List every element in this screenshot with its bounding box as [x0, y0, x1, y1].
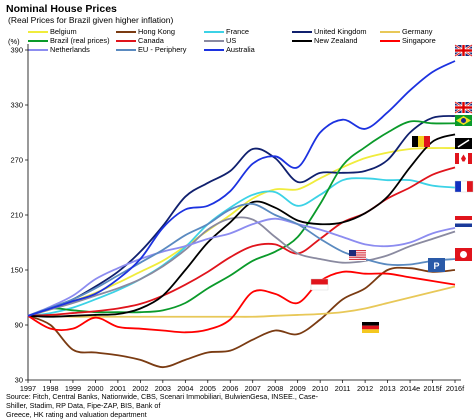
hong-kong-flag-icon: [455, 248, 472, 261]
series-line-germany: [27, 285, 456, 318]
legend-swatch: [204, 31, 224, 33]
legend-label: France: [226, 27, 250, 36]
legend-label: New Zealand: [314, 36, 358, 45]
legend-label: EU - Periphery: [138, 45, 187, 54]
x-tick-label: 2000: [87, 384, 103, 393]
series-line-france: [27, 177, 456, 317]
x-tick-label: 2008: [267, 384, 283, 393]
legend-swatch: [380, 40, 400, 42]
legend-swatch: [116, 31, 136, 33]
belgium-flag-icon: [412, 136, 430, 147]
y-unit-label: (%): [8, 37, 20, 46]
us-flag-icon: [349, 250, 366, 261]
legend-label: Singapore: [402, 36, 436, 45]
x-tick-label: 1999: [65, 384, 81, 393]
uk-flag-icon: [454, 101, 473, 114]
y-tick-label: 270: [10, 156, 23, 165]
legend-swatch: [292, 31, 312, 33]
france-flag-icon: [454, 180, 474, 193]
chart-subtitle: (Real Prices for Brazil given higher inf…: [8, 15, 174, 25]
canada-flag-icon: [455, 153, 472, 164]
svg-text:P: P: [433, 261, 439, 271]
x-tick-label: 2011: [335, 384, 351, 393]
series-line-singapore: [27, 270, 456, 334]
series-line-new-zealand: [27, 133, 456, 318]
x-tick-label: 2013: [379, 384, 395, 393]
legend-label: Australia: [226, 45, 255, 54]
x-tick-label: 1997: [20, 384, 36, 393]
legend-label: Belgium: [50, 27, 77, 36]
x-tick-label: 2010: [312, 384, 328, 393]
legend-swatch: [28, 49, 48, 51]
y-tick-label: 330: [10, 101, 23, 110]
legend-label: Hong Kong: [138, 27, 175, 36]
x-tick-label: 2014e: [400, 384, 420, 393]
x-tick-label: 2007: [245, 384, 261, 393]
netherlands-flag-icon: [455, 216, 472, 227]
legend-swatch: [28, 31, 48, 33]
x-tick-label: 2006: [222, 384, 238, 393]
legend-label: US: [226, 36, 237, 45]
legend-swatch: [380, 31, 400, 33]
legend-label: Germany: [402, 27, 433, 36]
series-line-netherlands: [27, 217, 456, 317]
legend-swatch: [292, 40, 312, 42]
series-line-eu-periphery: [27, 202, 456, 317]
series-line-united-kingdom: [27, 115, 456, 317]
x-tick-label: 1998: [42, 384, 58, 393]
y-tick-label: 390: [10, 46, 23, 55]
y-tick-label: 210: [10, 211, 23, 220]
singapore-flag-icon: [310, 278, 329, 291]
germany-flag-icon: [362, 322, 379, 333]
series-line-brazil-real-prices: [27, 120, 456, 317]
x-tick-label: 2002: [132, 384, 148, 393]
legend-label: Netherlands: [50, 45, 90, 54]
y-tick-label: 90: [15, 321, 23, 330]
legend-label: Canada: [138, 36, 164, 45]
new-zealand-flag-icon: [455, 138, 472, 149]
legend-swatch: [116, 40, 136, 42]
x-tick-label: 2003: [155, 384, 171, 393]
legend-swatch: [28, 40, 48, 42]
source-line-2: Greece, HK rating and valuation departme…: [6, 410, 147, 419]
x-tick-label: 2004: [177, 384, 193, 393]
series-line-us: [27, 216, 456, 317]
x-tick-label: 2012: [357, 384, 373, 393]
y-tick-label: 30: [15, 376, 23, 385]
legend-label: United Kingdom: [314, 27, 367, 36]
x-tick-label: 2015f: [423, 384, 442, 393]
x-tick-label: 2005: [200, 384, 216, 393]
source-line-1: Source: Fitch, Central Banks, Nationwide…: [6, 392, 318, 410]
series-line-australia: [27, 60, 456, 317]
x-tick-label: 2016f: [446, 384, 465, 393]
portugal-flag-icon: P: [428, 258, 445, 272]
legend-swatch: [204, 40, 224, 42]
brazil-flag-icon: [455, 115, 472, 126]
y-tick-label: 150: [10, 266, 23, 275]
australia-flag-icon: [454, 44, 473, 57]
series-line-hong-kong: [27, 266, 456, 369]
chart-title: Nominal House Prices: [6, 3, 117, 15]
legend-label: Brazil (real prices): [50, 36, 110, 45]
source-note: Source: Fitch, Central Banks, Nationwide…: [6, 392, 336, 419]
legend-swatch: [204, 49, 224, 51]
x-tick-label: 2001: [110, 384, 126, 393]
x-tick-label: 2009: [290, 384, 306, 393]
legend-swatch: [116, 49, 136, 51]
